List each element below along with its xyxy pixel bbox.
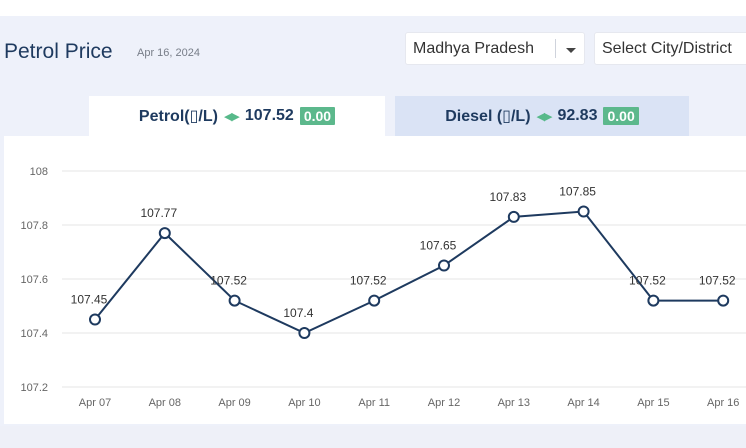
data-point: [577, 205, 590, 218]
x-tick-label: Apr 12: [428, 397, 460, 409]
data-label: 107.52: [210, 274, 247, 288]
data-label: 107.77: [140, 206, 177, 220]
x-tick-label: Apr 16: [707, 397, 739, 409]
data-point: [647, 294, 660, 307]
y-tick-label: 107.4: [20, 328, 48, 340]
y-tick-label: 107.2: [20, 382, 48, 394]
data-point: [507, 210, 520, 223]
price-line-chart: 107.2 107.4 107.6 107.8 108 Apr 07 Apr 08 Apr 0…: [20, 166, 746, 409]
x-tick-label: Apr 10: [288, 397, 320, 409]
left-right-arrows-icon: ◀▶: [536, 110, 553, 123]
top-bar: [0, 0, 746, 17]
price-chart-area: 107.2 107.4 107.6 107.8 108 Apr 07 Apr 08 Apr 0…: [4, 136, 746, 424]
x-tick-label: Apr 09: [218, 397, 250, 409]
data-point: [158, 227, 171, 240]
data-point: [438, 259, 450, 272]
chevron-down-icon[interactable]: [566, 48, 576, 53]
price-date: Apr 16, 2024: [137, 47, 200, 59]
y-tick-label: 108: [30, 166, 48, 178]
y-tick-label: 107.6: [20, 274, 48, 286]
data-point: [717, 294, 730, 307]
y-tick-label: 107.8: [20, 220, 48, 232]
x-tick-label: Apr 14: [567, 397, 599, 409]
tab-diesel-price: 92.83: [557, 107, 598, 124]
x-tick-label: Apr 11: [358, 397, 390, 409]
tab-diesel-change-badge: 0.00: [603, 107, 639, 125]
data-label: 107.52: [629, 274, 666, 288]
series-line: [94, 210, 724, 335]
tab-petrol-label: Petrol(▯/L): [138, 108, 218, 125]
data-point: [89, 313, 101, 326]
data-point: [298, 327, 311, 339]
tab-diesel-label: Diesel (▯/L): [445, 108, 531, 125]
tab-petrol-price: 107.52: [244, 107, 294, 124]
left-right-arrows-icon: ◀▶: [223, 110, 240, 123]
state-select-value: Madhya Pradesh: [413, 39, 534, 57]
data-label: 107.52: [350, 274, 387, 288]
x-tick-label: Apr 08: [149, 397, 181, 409]
x-tick-label: Apr 15: [637, 397, 669, 409]
city-select[interactable]: Select City/District: [594, 32, 746, 65]
tab-diesel[interactable]: Diesel (▯/L) ◀▶ 92.83 0.00: [395, 96, 689, 136]
tab-petrol[interactable]: Petrol(▯/L) ◀▶ 107.52 0.00: [89, 96, 385, 136]
data-label: 107.65: [420, 239, 457, 253]
data-point: [368, 294, 381, 307]
data-label: 107.52: [699, 274, 736, 288]
x-tick-label: Apr 13: [498, 397, 530, 409]
select-divider: [555, 39, 556, 58]
data-label: 107.83: [489, 190, 526, 204]
data-point: [228, 294, 241, 307]
city-select-value: Select City/District: [602, 39, 732, 57]
data-label: 107.4: [283, 306, 313, 320]
data-label: 107.45: [71, 293, 108, 307]
state-select[interactable]: Madhya Pradesh: [405, 32, 585, 65]
tab-petrol-change-badge: 0.00: [299, 107, 336, 125]
x-tick-label: Apr 07: [79, 397, 111, 409]
page-title: Petrol Price: [4, 40, 113, 63]
data-label: 107.85: [559, 185, 596, 199]
